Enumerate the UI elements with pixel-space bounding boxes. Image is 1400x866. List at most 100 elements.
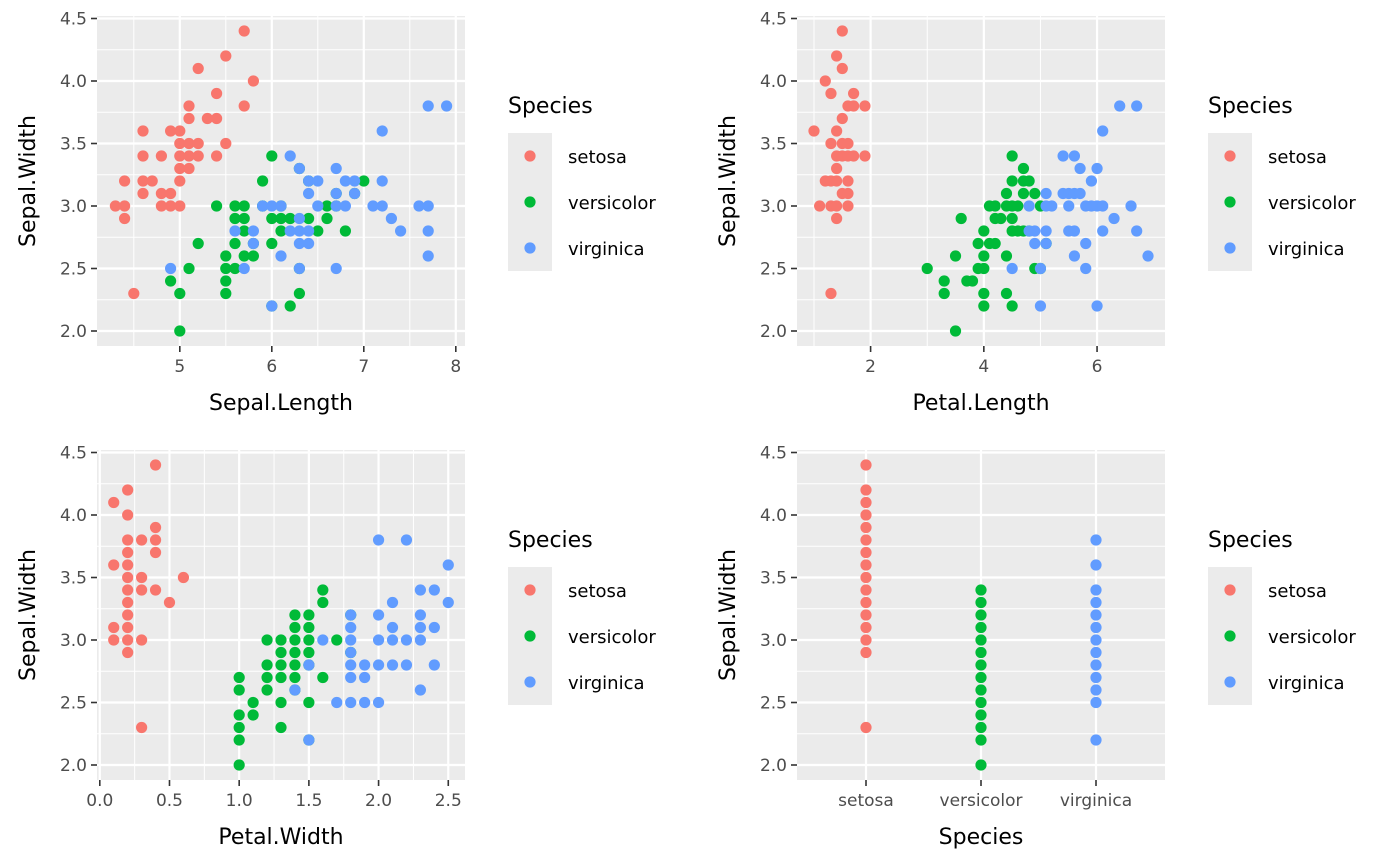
- point-versicolor: [317, 671, 329, 684]
- point-setosa: [860, 621, 872, 634]
- point-virginica: [345, 646, 357, 659]
- point-virginica: [414, 609, 426, 621]
- y-tick-label: 4.0: [60, 72, 87, 92]
- point-setosa: [174, 175, 186, 187]
- point-setosa: [848, 150, 860, 162]
- point-virginica: [257, 200, 269, 212]
- y-tick-label: 2.5: [760, 260, 787, 280]
- y-tick-label: 4.5: [760, 444, 787, 464]
- y-tick-label: 4.0: [60, 506, 87, 526]
- point-setosa: [183, 137, 195, 150]
- point-virginica: [442, 559, 454, 571]
- point-versicolor: [233, 709, 245, 721]
- point-versicolor: [995, 212, 1007, 225]
- point-versicolor: [233, 759, 245, 771]
- point-versicolor: [293, 287, 305, 300]
- point-setosa: [860, 559, 872, 571]
- point-virginica: [275, 200, 287, 212]
- legend-key-versicolor: [1224, 630, 1236, 642]
- point-setosa: [136, 584, 148, 596]
- point-virginica: [330, 162, 342, 175]
- x-axis-title: Petal.Width: [218, 825, 343, 850]
- legend-label-virginica: virginica: [1268, 239, 1345, 260]
- y-tick-label: 3.0: [760, 631, 787, 651]
- point-setosa: [211, 150, 223, 162]
- point-setosa: [163, 596, 176, 609]
- point-versicolor: [289, 634, 301, 646]
- point-virginica: [1074, 187, 1086, 200]
- x-tick-label: 6: [266, 357, 277, 377]
- point-virginica: [1006, 262, 1018, 275]
- point-virginica: [312, 175, 324, 187]
- point-setosa: [177, 571, 190, 584]
- point-versicolor: [261, 684, 273, 696]
- point-versicolor: [275, 696, 287, 709]
- point-versicolor: [321, 212, 333, 225]
- point-virginica: [386, 596, 399, 609]
- point-versicolor: [975, 634, 987, 646]
- point-virginica: [367, 200, 379, 212]
- y-axis-title: Sepal.Width: [716, 115, 741, 247]
- point-versicolor: [220, 262, 232, 275]
- y-tick-label: 4.0: [760, 72, 787, 92]
- point-versicolor: [321, 200, 333, 212]
- point-setosa: [825, 137, 837, 150]
- point-virginica: [1142, 250, 1154, 262]
- point-versicolor: [275, 659, 287, 671]
- point-virginica: [1097, 125, 1109, 137]
- point-versicolor: [247, 696, 259, 709]
- panel-3: 0.0 0.5 1.0 1.5 2.0 2.5 2.0 2.5 3.0 3.5 4.0 4.5 Peta…: [16, 444, 656, 851]
- point-setosa: [136, 534, 148, 546]
- y-tick-label: 3.5: [760, 569, 787, 589]
- point-virginica: [359, 671, 371, 684]
- point-virginica: [385, 212, 397, 225]
- point-versicolor: [975, 721, 987, 734]
- point-setosa: [122, 509, 134, 521]
- legend: Species setosa versicolor virginica: [1208, 94, 1356, 271]
- legend-label-setosa: setosa: [1268, 581, 1327, 602]
- point-virginica: [1090, 734, 1102, 746]
- point-virginica: [303, 175, 315, 187]
- point-setosa: [238, 100, 250, 112]
- y-tick-label: 2.0: [760, 322, 787, 342]
- point-virginica: [372, 534, 385, 546]
- point-virginica: [331, 696, 343, 709]
- x-tick-label: 0.0: [86, 791, 113, 811]
- point-versicolor: [211, 200, 223, 212]
- point-versicolor: [303, 634, 315, 646]
- point-setosa: [220, 137, 232, 150]
- point-virginica: [359, 696, 371, 709]
- point-versicolor: [257, 175, 269, 187]
- point-setosa: [836, 25, 848, 37]
- point-setosa: [165, 200, 177, 212]
- point-setosa: [220, 50, 232, 62]
- point-virginica: [303, 225, 315, 237]
- x-tick-label: 5: [174, 357, 185, 377]
- legend-label-setosa: setosa: [1268, 147, 1327, 168]
- point-versicolor: [1000, 187, 1013, 200]
- point-virginica: [1046, 200, 1058, 212]
- point-versicolor: [358, 175, 370, 187]
- point-versicolor: [303, 621, 315, 634]
- point-versicolor: [266, 237, 278, 250]
- point-setosa: [108, 496, 120, 509]
- point-versicolor: [1029, 187, 1041, 200]
- y-tick-label: 2.5: [60, 694, 87, 714]
- point-setosa: [119, 200, 131, 212]
- point-versicolor: [978, 287, 990, 300]
- point-setosa: [108, 621, 120, 634]
- point-versicolor: [289, 609, 301, 621]
- point-versicolor: [192, 237, 204, 250]
- point-virginica: [1040, 237, 1052, 250]
- legend-key-setosa: [1224, 584, 1236, 596]
- point-virginica: [386, 634, 399, 646]
- y-tick-label: 4.0: [760, 506, 787, 526]
- point-versicolor: [303, 609, 315, 621]
- legend-key-virginica: [524, 676, 536, 688]
- point-virginica: [386, 621, 399, 634]
- point-setosa: [136, 721, 148, 734]
- y-tick-label: 3.0: [60, 631, 87, 651]
- point-setosa: [183, 150, 195, 162]
- point-virginica: [345, 609, 357, 621]
- point-setosa: [183, 162, 195, 175]
